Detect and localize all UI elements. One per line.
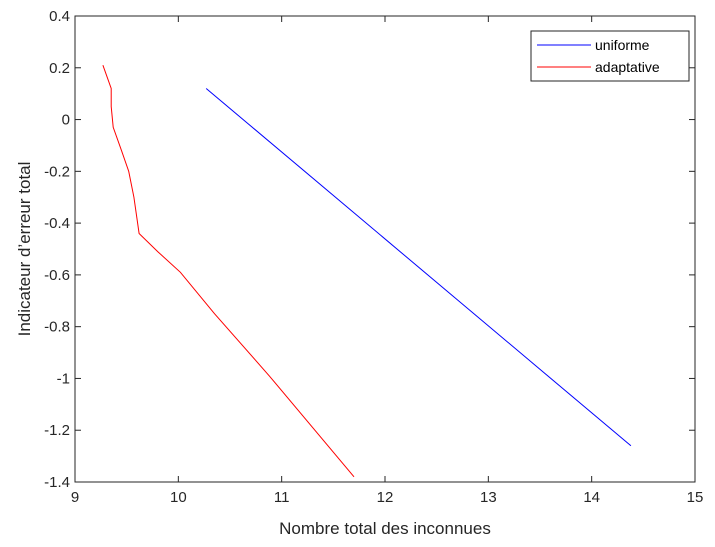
y-tick-label: 0.2 [49, 60, 70, 77]
y-tick-label: 0.4 [49, 8, 70, 25]
x-tick-label: 14 [583, 489, 600, 506]
series-line-uniforme [205, 88, 632, 447]
x-tick-label: 13 [480, 489, 497, 506]
x-tick-label: 12 [377, 489, 394, 506]
legend-box [530, 30, 690, 82]
x-tick-label: 9 [71, 489, 79, 506]
legend: uniforme adaptative [530, 30, 690, 82]
y-tick-label: -0.6 [44, 267, 70, 284]
y-tick-label: -0.4 [44, 215, 70, 232]
plot-area [74, 15, 696, 483]
series-group [102, 65, 632, 478]
y-tick-label: -0.8 [44, 319, 70, 336]
y-tick-label: -1.2 [44, 422, 70, 439]
y-tick-label: -0.2 [44, 163, 70, 180]
x-tick-label: 11 [274, 489, 290, 506]
legend-label: uniforme [595, 37, 650, 53]
y-tick-label: 0 [62, 112, 70, 129]
x-tick-label: 15 [687, 489, 704, 506]
legend-label: adaptative [595, 59, 660, 75]
y-tick-label: -1 [57, 370, 70, 387]
series-line-adaptative [102, 65, 355, 478]
y-tick-label: -1.4 [44, 474, 70, 491]
y-axis-title: Indicateur d’erreur total [15, 162, 34, 337]
x-tick-label: 10 [170, 489, 187, 506]
x-axis-title: Nombre total des inconnues [279, 519, 491, 538]
axis-ticks: 9 10 11 12 13 14 15 0.4 0.2 0 -0.2 -0.4 -0.6 -0.8 -1 -1… [44, 8, 703, 506]
